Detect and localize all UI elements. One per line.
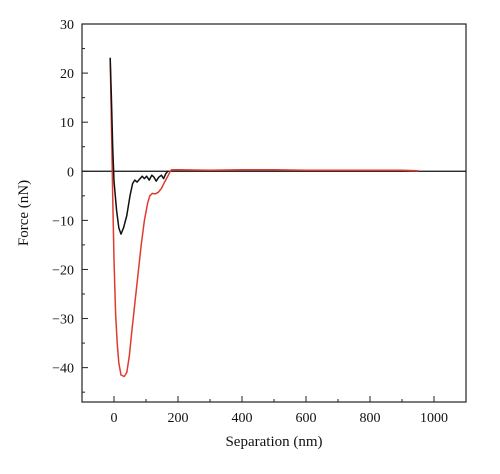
plot-frame (81, 23, 467, 403)
x-tick-label: 0 (111, 411, 118, 426)
y-tick-label: 0 (67, 165, 74, 180)
y-axis-title: Force (nN) (16, 180, 32, 246)
y-tick-label: 20 (60, 67, 74, 82)
series-line-2 (109, 57, 169, 235)
y-tick-label: 10 (60, 116, 74, 131)
x-tick-label: 600 (296, 411, 317, 426)
y-tick-label: −30 (52, 313, 74, 328)
plot-area (81, 23, 467, 403)
y-tick-label: 30 (60, 18, 74, 33)
series-line-1 (109, 57, 419, 378)
x-axis-title: Separation (nm) (225, 434, 322, 450)
y-tick-label: −40 (52, 362, 74, 377)
x-tick-label: 200 (168, 411, 189, 426)
y-tick-label: −10 (52, 214, 74, 229)
x-tick-label: 800 (360, 411, 381, 426)
x-axis: 0 200 400 600 800 1000 (81, 396, 467, 426)
y-axis: 30 20 10 0 −10 −20 −30 −40 (52, 18, 88, 393)
x-tick-label: 400 (232, 411, 253, 426)
x-tick-label: 1000 (420, 411, 448, 426)
y-tick-label: −20 (52, 263, 74, 278)
